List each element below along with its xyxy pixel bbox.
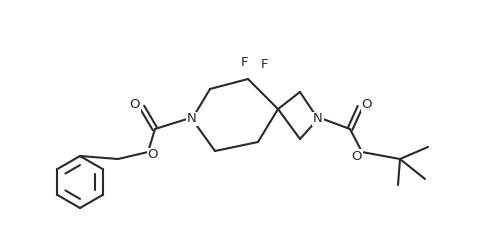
Text: O: O: [148, 148, 158, 162]
Text: O: O: [352, 149, 362, 163]
Text: F: F: [240, 56, 248, 68]
Text: F: F: [261, 59, 269, 71]
Text: N: N: [313, 112, 323, 125]
Text: O: O: [130, 99, 140, 111]
Text: N: N: [187, 112, 197, 125]
Text: O: O: [362, 99, 372, 111]
